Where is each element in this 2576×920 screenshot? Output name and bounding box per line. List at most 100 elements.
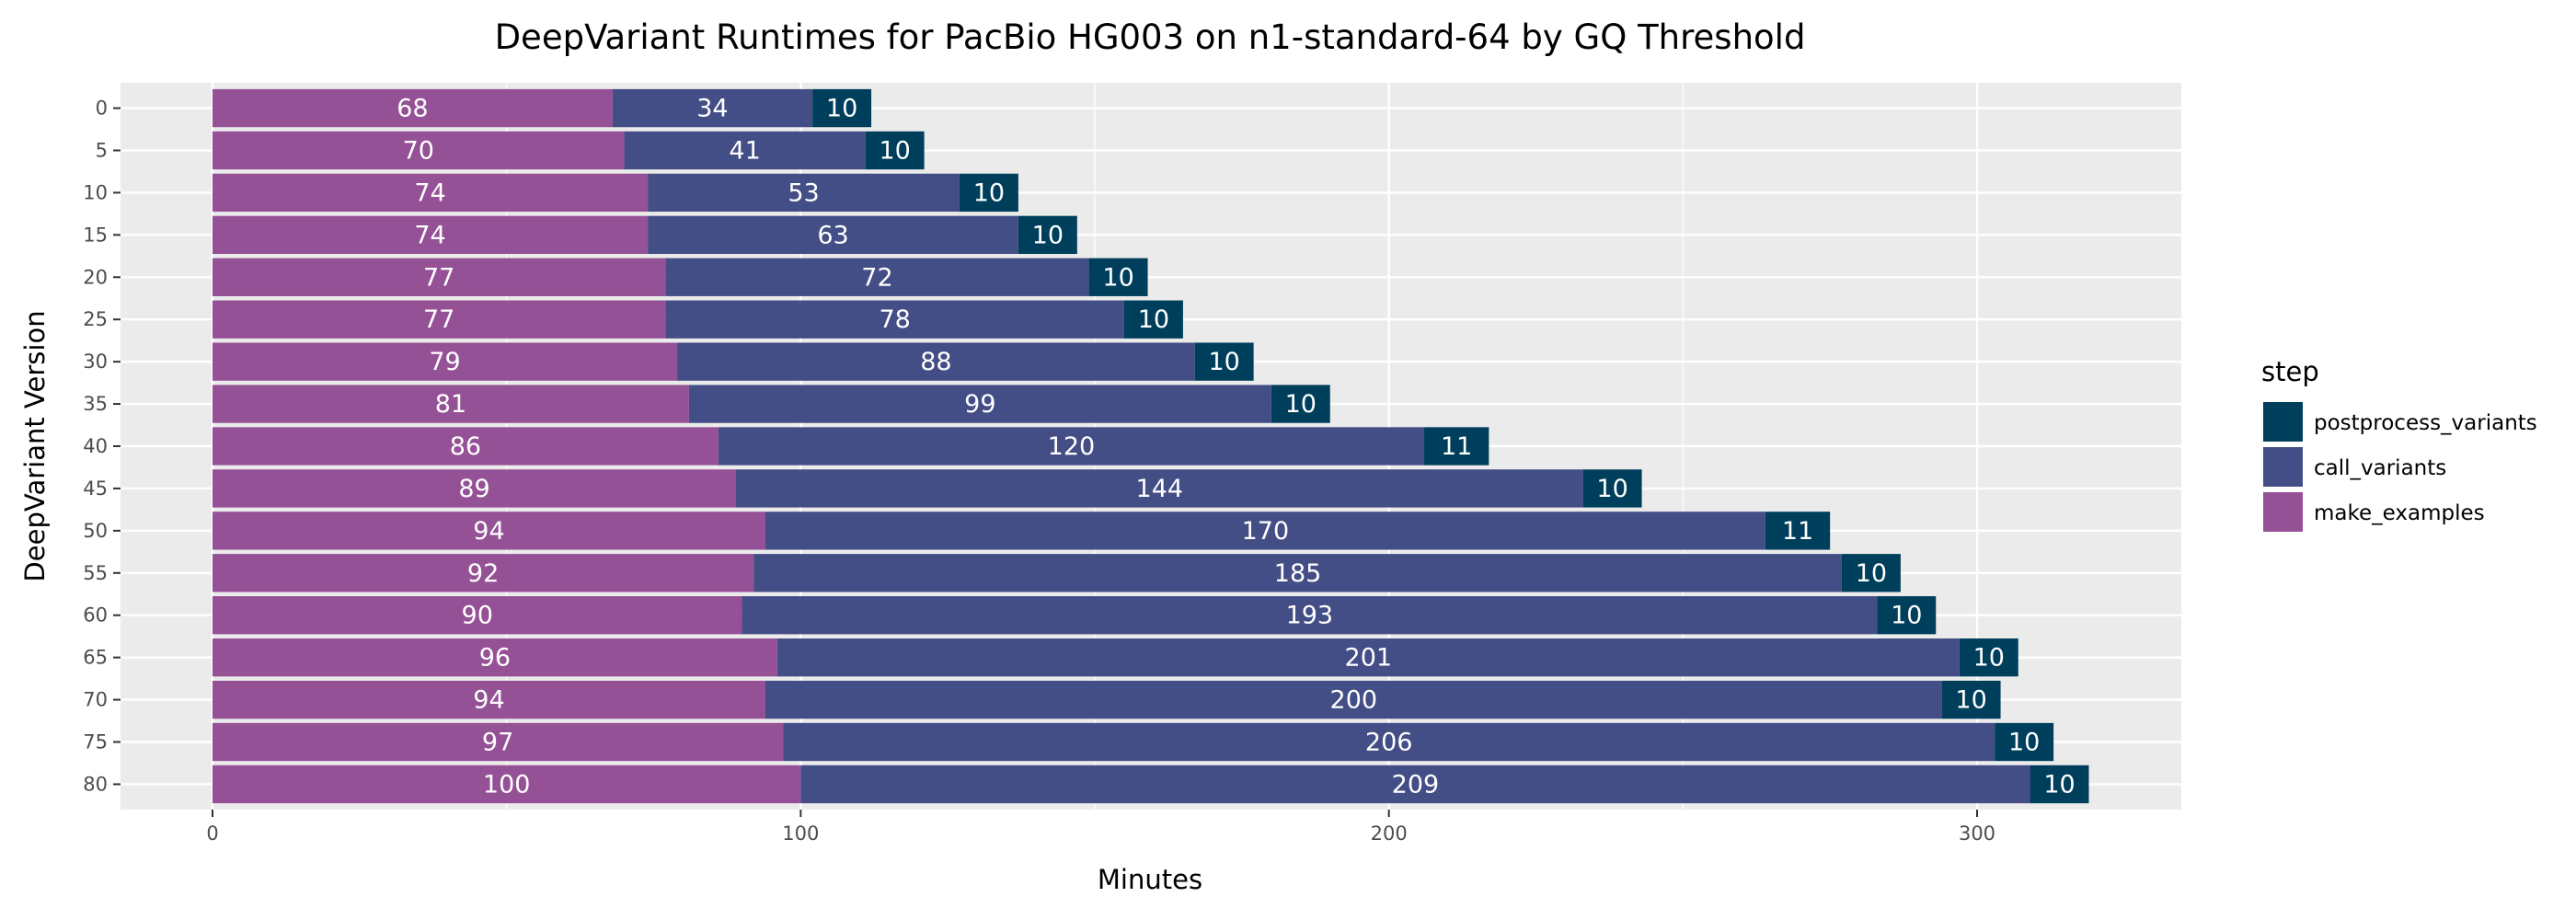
bar-segment-make-examples [213,554,754,592]
bar-value-label: 88 [920,348,951,376]
bar-value-label: 185 [1274,559,1322,588]
bar-segment-call-variants [688,385,1271,423]
y-tick-label: 40 [83,435,108,457]
bar-value-label: 86 [450,432,481,461]
bar-segment-make-examples [213,638,777,677]
chart-title: DeepVariant Runtimes for PacBio HG003 on… [495,17,1806,57]
bar-value-label: 89 [458,475,489,503]
legend-key-make-examples [2263,492,2303,532]
bar-segment-postprocess-variants [1995,722,2054,762]
bar-value-label: 10 [1285,390,1317,419]
bar-segment-make-examples [213,215,649,255]
bar-value-label: 77 [423,305,454,334]
bar-value-label: 11 [1782,517,1813,546]
bar-segment-make-examples [213,88,613,128]
y-tick-label: 25 [83,308,108,330]
bar-segment-postprocess-variants [2030,765,2089,804]
bar-value-label: 74 [414,178,445,207]
bar-value-label: 10 [879,136,910,165]
legend: step postprocess_variants call_variantsma… [2261,356,2537,532]
bar-segment-make-examples [213,427,719,466]
bar-segment-make-examples [213,722,784,762]
bar-value-label: 10 [1032,221,1064,249]
bar-value-label: 10 [973,178,1005,207]
bar-value-label: 53 [788,178,819,207]
bar-value-label: 77 [423,263,454,292]
bar-segment-call-variants [624,131,866,170]
bar-segment-make-examples [213,680,765,719]
bar-segment-make-examples [213,131,625,170]
bar-value-label: 81 [435,390,466,419]
bar-value-label: 10 [1891,602,1922,630]
bar-segment-make-examples [213,385,689,423]
bar-value-label: 120 [1048,432,1096,461]
bar-segment-call-variants [800,765,2030,804]
bar-value-label: 72 [861,263,892,292]
bar-value-label: 10 [1102,263,1133,292]
bar-segment-call-variants [783,722,1995,762]
bar-value-labels: 68 34 10 70 41 10 74 53 10 74 63 10 77 72 10 77 78 10 79 88… [397,95,2075,799]
y-tick-label: 30 [83,351,108,373]
legend-label: call_variants [2314,456,2446,480]
y-tick-label: 75 [83,731,108,753]
bar-value-label: 41 [729,136,760,165]
bar-segment-postprocess-variants [1088,258,1148,296]
bar-value-label: 10 [1973,644,2005,673]
y-tick-label: 80 [83,773,108,795]
bar-segment-postprocess-variants [865,131,925,170]
y-tick-label: 55 [83,562,108,584]
x-tick-label: 200 [1371,822,1408,845]
bar-segment-make-examples [213,512,765,550]
bar-segment-call-variants [665,300,1124,339]
bar-value-label: 10 [826,95,857,123]
bar-value-label: 78 [879,305,910,334]
bar-segment-postprocess-variants [1582,469,1642,508]
y-axis-title: DeepVariant Version [19,310,51,581]
bar-segment-postprocess-variants [1841,554,1901,592]
bar-segment-make-examples [213,469,737,508]
bar-segment-postprocess-variants [1877,596,1937,635]
bar-value-label: 70 [403,136,434,165]
bar-value-label: 10 [1208,348,1239,376]
bar-value-label: 10 [1138,305,1169,334]
bar-value-label: 92 [467,559,499,588]
y-tick-label: 10 [83,181,108,203]
bar-segment-postprocess-variants [1271,385,1330,423]
bar-segment-call-variants [753,554,1842,592]
y-tick-label: 5 [96,139,108,161]
bar-segment-postprocess-variants [1424,427,1489,466]
bar-segment-postprocess-variants [1765,512,1831,550]
y-tick-label: 45 [83,477,108,500]
bar-value-label: 99 [964,390,995,419]
bar-value-label: 10 [1856,559,1887,588]
bar-value-label: 97 [482,729,513,757]
y-tick-label: 35 [83,393,108,415]
x-tick-label: 300 [1959,822,1995,845]
bar-segment-postprocess-variants [1941,680,2001,719]
x-axis-title: Minutes [1098,864,1202,895]
x-axis-ticks: 0 100 200 300 [206,810,1995,845]
bar-value-label: 94 [473,517,504,546]
legend-title: step [2261,356,2319,387]
bar-value-label: 96 [479,644,511,673]
bar-value-label: 94 [473,686,504,715]
bar-segment-postprocess-variants [812,88,872,128]
legend-key-call-variants [2263,447,2303,487]
bar-segment-make-examples [213,173,649,213]
bar-value-label: 68 [397,95,428,123]
legend-label: make_examples [2314,501,2485,525]
bar-value-label: 144 [1136,475,1184,503]
bar-value-label: 10 [2043,770,2075,799]
y-tick-label: 0 [96,98,108,120]
y-axis-ticks: 0 5 10 15 20 25 30 35 40 45 50 55 60 65 70 75 80 [83,98,121,795]
bar-segment-postprocess-variants [959,173,1018,213]
bar-segment-call-variants [776,638,1960,677]
y-tick-label: 65 [83,647,108,669]
y-tick-label: 70 [83,689,108,711]
bar-value-label: 79 [429,348,460,376]
bar-segment-call-variants [648,215,1018,255]
bar-value-label: 10 [2008,729,2040,757]
legend-key-postprocess-variants [2263,402,2303,442]
bar-segment-make-examples [213,596,742,635]
